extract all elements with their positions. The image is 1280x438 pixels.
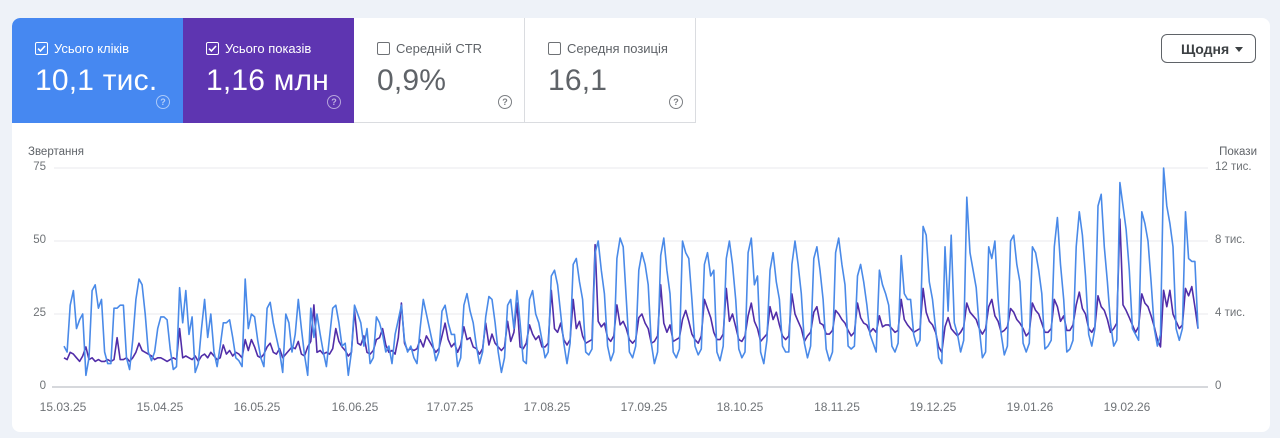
metric-tile-ctr[interactable]: Середній CTR 0,9% ? — [354, 18, 525, 123]
granularity-dropdown[interactable]: Щодня — [1161, 34, 1256, 63]
help-circle-icon[interactable]: ? — [327, 95, 341, 109]
y-right-tick: 8 тис. — [1215, 234, 1246, 246]
metric-tile-position[interactable]: Середня позиція 16,1 ? — [525, 18, 696, 123]
x-tick-label: 17.08.25 — [523, 400, 571, 414]
y-right-tick: 12 тис. — [1215, 161, 1252, 173]
help-circle-icon[interactable]: ? — [498, 95, 512, 109]
metric-tiles: Усього кліків 10,1 тис. ? Усього показів… — [12, 18, 696, 123]
caret-down-icon — [1235, 47, 1243, 52]
line-chart[interactable] — [12, 18, 1270, 432]
metric-tile-impressions[interactable]: Усього показів 1,16 млн ? — [183, 18, 354, 123]
x-tick-label: 16.05.25 — [233, 400, 281, 414]
x-tick-label: 19.02.26 — [1103, 400, 1151, 414]
granularity-label: Щодня — [1181, 41, 1230, 57]
y-left-tick: 50 — [33, 234, 46, 246]
checkbox-unchecked-icon[interactable] — [548, 42, 561, 55]
y-left-axis-title: Звертання — [28, 146, 84, 158]
metric-label: Усього кліків — [54, 41, 129, 56]
metric-value: 10,1 тис. — [35, 64, 158, 97]
y-left-tick: 0 — [39, 380, 46, 392]
checkbox-unchecked-icon[interactable] — [377, 42, 390, 55]
gridlines — [54, 167, 1208, 315]
metric-label: Середній CTR — [396, 41, 483, 56]
metric-value: 16,1 — [548, 64, 608, 97]
metric-label: Усього показів — [225, 41, 312, 56]
help-circle-icon[interactable]: ? — [669, 95, 683, 109]
y-right-tick: 4 тис. — [1215, 307, 1246, 319]
y-right-axis-title: Покази — [1219, 146, 1257, 158]
metric-value: 0,9% — [377, 64, 447, 97]
x-tick-label: 18.10.25 — [716, 400, 764, 414]
y-right-tick: 0 — [1215, 380, 1222, 392]
x-tick-label: 17.07.25 — [426, 400, 474, 414]
impressions-line — [63, 218, 1199, 363]
x-tick-label: 17.09.25 — [620, 400, 668, 414]
clicks-line — [63, 167, 1199, 377]
metric-label: Середня позиція — [567, 41, 668, 56]
x-tick-label: 16.06.25 — [331, 400, 379, 414]
metric-tile-clicks[interactable]: Усього кліків 10,1 тис. ? — [12, 18, 183, 123]
y-left-tick: 25 — [33, 307, 46, 319]
x-tick-label: 15.03.25 — [39, 400, 87, 414]
checkbox-checked-icon[interactable] — [206, 42, 219, 55]
x-tick-label: 19.12.25 — [909, 400, 957, 414]
y-left-tick: 75 — [33, 161, 46, 173]
performance-card: Усього кліків 10,1 тис. ? Усього показів… — [12, 18, 1270, 432]
x-tick-label: 18.11.25 — [814, 400, 860, 414]
x-tick-label: 15.04.25 — [136, 400, 184, 414]
metric-value: 1,16 млн — [206, 64, 330, 97]
help-circle-icon[interactable]: ? — [156, 95, 170, 109]
checkbox-checked-icon[interactable] — [35, 42, 48, 55]
x-tick-label: 19.01.26 — [1006, 400, 1054, 414]
